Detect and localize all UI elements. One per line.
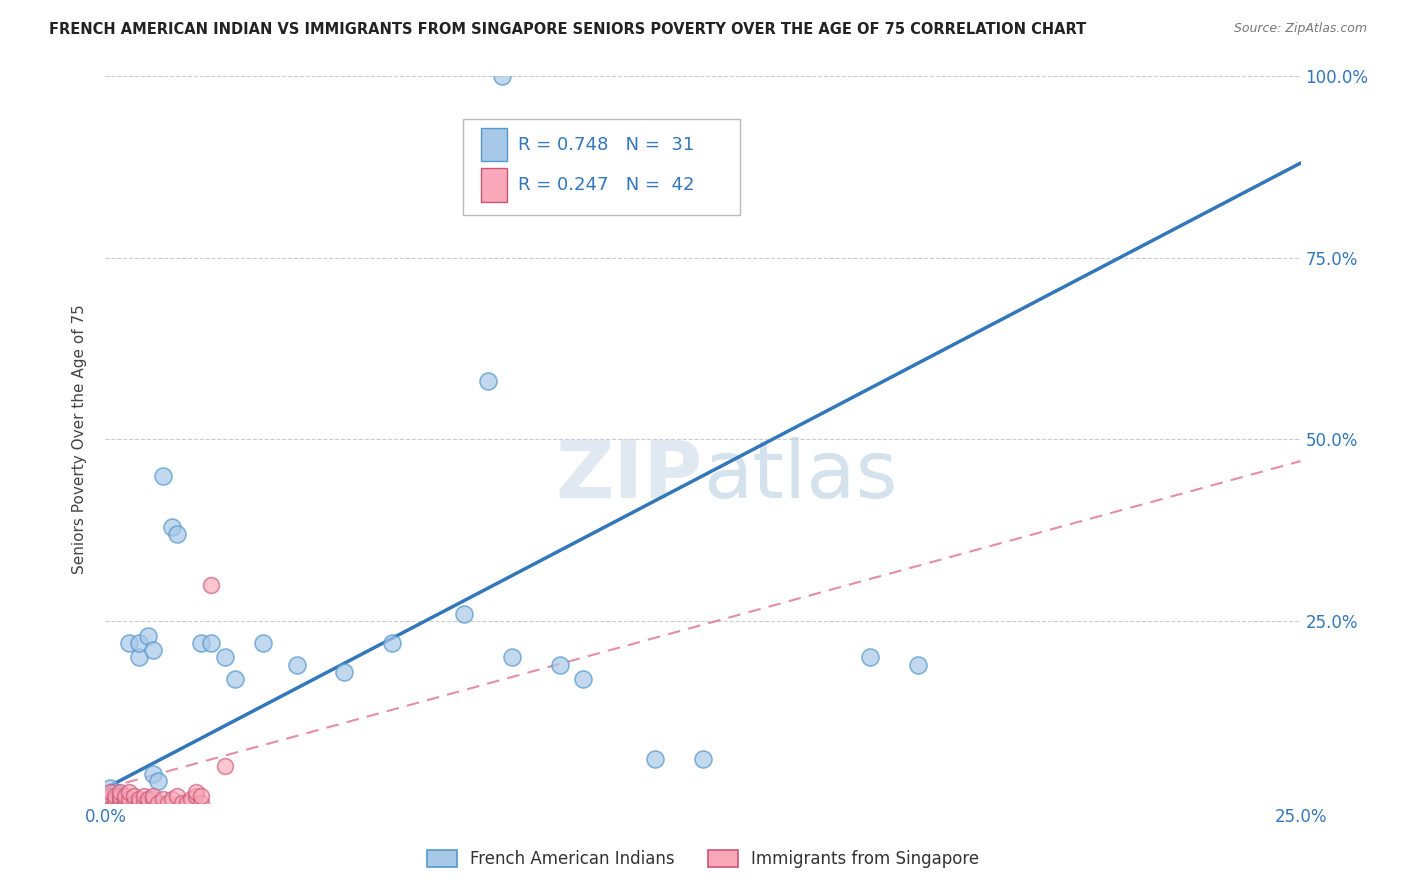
Legend: French American Indians, Immigrants from Singapore: French American Indians, Immigrants from… xyxy=(420,843,986,874)
Point xyxy=(94,792,117,806)
Point xyxy=(128,796,150,810)
Point xyxy=(170,796,193,810)
Point xyxy=(146,796,169,810)
Point xyxy=(128,636,150,650)
Text: R = 0.748   N =  31: R = 0.748 N = 31 xyxy=(517,136,695,154)
Point xyxy=(180,792,202,806)
Point xyxy=(138,792,160,806)
Point xyxy=(491,69,513,83)
Point xyxy=(132,796,155,810)
Point xyxy=(122,789,145,803)
Point xyxy=(118,792,141,806)
Point xyxy=(108,792,131,806)
Point xyxy=(644,752,666,766)
Point xyxy=(122,796,145,810)
Point xyxy=(190,636,212,650)
Point xyxy=(98,785,121,799)
Point xyxy=(162,792,184,806)
Point xyxy=(98,789,121,803)
Point xyxy=(152,468,174,483)
Point xyxy=(333,665,356,679)
Point xyxy=(98,781,121,796)
Point xyxy=(104,796,127,810)
Point xyxy=(186,785,208,799)
Point xyxy=(118,636,141,650)
Point xyxy=(200,578,222,592)
Point xyxy=(224,672,246,686)
Point xyxy=(214,650,236,665)
Point xyxy=(104,792,127,806)
Point xyxy=(200,636,222,650)
Point xyxy=(166,789,188,803)
Y-axis label: Seniors Poverty Over the Age of 75: Seniors Poverty Over the Age of 75 xyxy=(72,304,87,574)
Point xyxy=(104,789,127,803)
Point xyxy=(285,657,308,672)
Point xyxy=(453,607,475,621)
Point xyxy=(108,789,131,803)
Point xyxy=(477,374,499,388)
Point xyxy=(252,636,274,650)
Point xyxy=(190,796,212,810)
Text: FRENCH AMERICAN INDIAN VS IMMIGRANTS FROM SINGAPORE SENIORS POVERTY OVER THE AGE: FRENCH AMERICAN INDIAN VS IMMIGRANTS FRO… xyxy=(49,22,1087,37)
Point xyxy=(859,650,882,665)
Point xyxy=(114,796,136,810)
Point xyxy=(186,789,208,803)
Point xyxy=(108,785,131,799)
Point xyxy=(156,796,179,810)
Point xyxy=(138,629,160,643)
Point xyxy=(118,785,141,799)
Point xyxy=(104,785,127,799)
Point xyxy=(108,796,131,810)
Text: R = 0.247   N =  42: R = 0.247 N = 42 xyxy=(517,176,695,194)
Point xyxy=(162,519,184,533)
Point xyxy=(214,759,236,773)
Point xyxy=(501,650,523,665)
Point xyxy=(142,766,165,780)
Point xyxy=(128,792,150,806)
Point xyxy=(176,796,198,810)
Point xyxy=(142,792,165,806)
Point xyxy=(907,657,929,672)
Text: Source: ZipAtlas.com: Source: ZipAtlas.com xyxy=(1233,22,1367,36)
Point xyxy=(94,796,117,810)
Text: atlas: atlas xyxy=(703,437,897,515)
Point xyxy=(166,526,188,541)
Point xyxy=(572,672,595,686)
Point xyxy=(692,752,714,766)
Point xyxy=(114,792,136,806)
Point xyxy=(142,789,165,803)
Point xyxy=(146,774,169,789)
Point xyxy=(548,657,571,672)
Point xyxy=(132,789,155,803)
Point xyxy=(190,789,212,803)
Point xyxy=(142,643,165,657)
Point xyxy=(98,796,121,810)
Point xyxy=(128,650,150,665)
Point xyxy=(118,796,141,810)
Text: ZIP: ZIP xyxy=(555,437,703,515)
Point xyxy=(381,636,404,650)
Point xyxy=(152,792,174,806)
Point xyxy=(138,796,160,810)
Point xyxy=(114,789,136,803)
Point xyxy=(108,789,131,803)
